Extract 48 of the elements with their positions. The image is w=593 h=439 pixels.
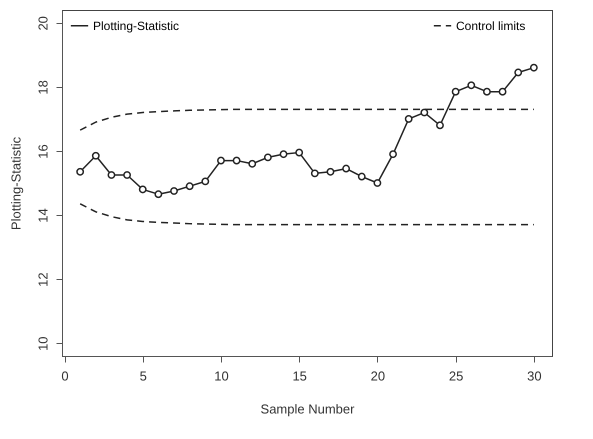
point (358, 172, 366, 180)
point (483, 88, 491, 96)
x-tick-label: 25 (448, 368, 464, 384)
x-tick-label: 30 (527, 368, 542, 384)
point (92, 152, 100, 160)
y-axis-title: Plotting-Statistic (8, 136, 24, 230)
line-series (79, 203, 535, 226)
y-tick-label: 10 (36, 336, 50, 351)
point (76, 168, 84, 176)
y-tick-label: 12 (36, 272, 50, 287)
point (389, 150, 397, 158)
point (452, 88, 460, 96)
point (280, 150, 288, 158)
point (295, 148, 304, 156)
point (373, 179, 382, 187)
point (326, 168, 334, 176)
legend-label: Plotting-Statistic (93, 18, 180, 33)
y-tick-label: 16 (36, 144, 50, 159)
x-tick-label: 10 (214, 368, 229, 384)
legend-label: Control limits (456, 18, 526, 33)
point (310, 169, 319, 178)
point (467, 81, 476, 90)
point (514, 68, 522, 76)
x-tick-label: 15 (292, 368, 307, 384)
point (186, 182, 194, 190)
point (123, 171, 131, 179)
point (342, 164, 350, 172)
point (232, 156, 241, 164)
y-tick-label: 14 (36, 208, 50, 223)
point (201, 177, 210, 186)
x-axis-title: Sample Number (260, 402, 356, 416)
point (138, 186, 147, 194)
point (108, 171, 116, 179)
y-tick-label: 20 (36, 16, 50, 31)
point (217, 156, 225, 164)
point (404, 115, 413, 123)
point (170, 187, 178, 195)
x-tick-label: 5 (140, 368, 147, 384)
x-tick-label: 20 (370, 368, 386, 384)
point (436, 121, 444, 130)
point (530, 64, 538, 72)
y-tick-label: 18 (36, 80, 50, 95)
point (248, 160, 256, 168)
point (154, 190, 162, 198)
point (420, 108, 428, 116)
point (498, 88, 506, 96)
point (264, 153, 272, 162)
x-tick-label: 0 (61, 368, 69, 384)
